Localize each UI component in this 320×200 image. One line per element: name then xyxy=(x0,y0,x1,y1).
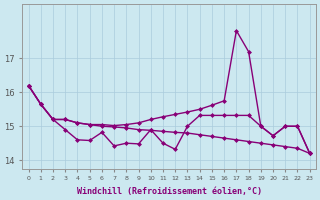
X-axis label: Windchill (Refroidissement éolien,°C): Windchill (Refroidissement éolien,°C) xyxy=(76,187,262,196)
